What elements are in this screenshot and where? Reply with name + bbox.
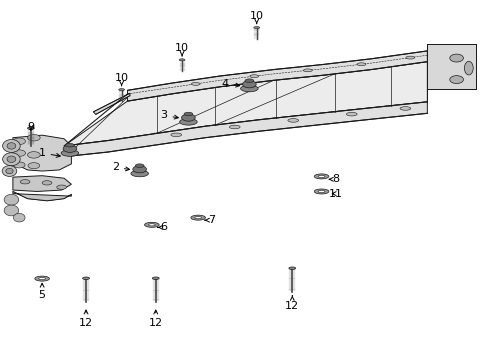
Polygon shape xyxy=(64,102,427,157)
Ellipse shape xyxy=(190,215,205,220)
Ellipse shape xyxy=(399,107,410,110)
Ellipse shape xyxy=(27,134,40,141)
Polygon shape xyxy=(64,62,427,146)
Ellipse shape xyxy=(13,138,25,144)
Ellipse shape xyxy=(13,162,25,168)
Text: 12: 12 xyxy=(285,296,299,311)
Ellipse shape xyxy=(152,277,159,279)
Circle shape xyxy=(7,143,16,149)
Circle shape xyxy=(2,166,17,176)
Ellipse shape xyxy=(318,175,325,177)
Ellipse shape xyxy=(303,69,312,72)
Ellipse shape xyxy=(148,224,155,226)
Ellipse shape xyxy=(405,56,414,59)
Text: 8: 8 xyxy=(328,174,339,184)
Ellipse shape xyxy=(28,163,40,169)
Ellipse shape xyxy=(82,277,89,279)
Text: 11: 11 xyxy=(328,189,343,199)
Ellipse shape xyxy=(183,112,192,116)
Ellipse shape xyxy=(191,82,200,85)
Polygon shape xyxy=(427,44,475,89)
Text: 7: 7 xyxy=(204,215,214,225)
Text: 6: 6 xyxy=(158,222,167,232)
Polygon shape xyxy=(427,44,475,58)
Polygon shape xyxy=(13,176,71,192)
Polygon shape xyxy=(22,146,64,156)
Ellipse shape xyxy=(194,217,201,219)
Ellipse shape xyxy=(346,112,356,116)
Ellipse shape xyxy=(318,190,325,193)
Ellipse shape xyxy=(144,222,159,227)
Ellipse shape xyxy=(170,133,181,136)
Ellipse shape xyxy=(449,54,463,62)
Text: 10: 10 xyxy=(249,11,263,24)
Text: 12: 12 xyxy=(148,310,163,328)
Ellipse shape xyxy=(464,61,472,75)
Ellipse shape xyxy=(240,85,258,92)
Ellipse shape xyxy=(242,81,256,88)
Text: 2: 2 xyxy=(111,162,129,172)
Ellipse shape xyxy=(65,143,74,147)
Ellipse shape xyxy=(288,267,295,270)
Ellipse shape xyxy=(229,125,240,129)
Polygon shape xyxy=(127,51,427,101)
Ellipse shape xyxy=(13,150,25,156)
Ellipse shape xyxy=(27,127,34,130)
Circle shape xyxy=(2,153,20,166)
Ellipse shape xyxy=(449,76,463,84)
Polygon shape xyxy=(13,135,71,171)
Ellipse shape xyxy=(61,150,79,156)
Ellipse shape xyxy=(253,27,259,29)
Text: 1: 1 xyxy=(39,148,60,158)
Ellipse shape xyxy=(249,75,258,78)
Ellipse shape xyxy=(314,174,328,179)
Ellipse shape xyxy=(131,170,148,177)
Ellipse shape xyxy=(133,166,146,173)
Ellipse shape xyxy=(27,152,40,158)
Text: 10: 10 xyxy=(175,43,189,56)
Circle shape xyxy=(2,139,20,152)
Circle shape xyxy=(7,156,16,162)
Text: 10: 10 xyxy=(114,73,128,86)
Text: 9: 9 xyxy=(27,122,35,132)
Ellipse shape xyxy=(287,118,298,122)
Circle shape xyxy=(6,168,13,174)
Polygon shape xyxy=(93,93,130,114)
Ellipse shape xyxy=(244,79,253,82)
Ellipse shape xyxy=(35,276,49,281)
Ellipse shape xyxy=(314,189,328,194)
Text: 3: 3 xyxy=(160,111,178,121)
Ellipse shape xyxy=(42,181,52,185)
Ellipse shape xyxy=(135,164,144,167)
Circle shape xyxy=(4,205,19,216)
Ellipse shape xyxy=(20,180,30,184)
Text: 4: 4 xyxy=(221,79,239,89)
Ellipse shape xyxy=(181,114,195,121)
Ellipse shape xyxy=(356,63,365,66)
Ellipse shape xyxy=(179,119,197,125)
Circle shape xyxy=(13,213,25,222)
Ellipse shape xyxy=(63,145,77,152)
Circle shape xyxy=(4,194,19,205)
Text: 12: 12 xyxy=(79,310,93,328)
Polygon shape xyxy=(13,192,71,201)
Text: 5: 5 xyxy=(39,283,45,301)
Ellipse shape xyxy=(57,185,66,189)
Ellipse shape xyxy=(179,59,184,61)
Ellipse shape xyxy=(39,278,45,280)
Polygon shape xyxy=(427,74,475,89)
Ellipse shape xyxy=(119,89,124,91)
